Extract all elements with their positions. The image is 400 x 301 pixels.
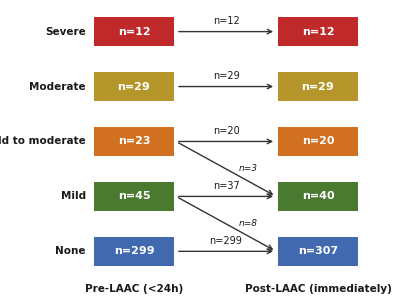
- Text: Mild to moderate: Mild to moderate: [0, 136, 86, 147]
- Text: Moderate: Moderate: [29, 82, 86, 92]
- Text: n=3: n=3: [239, 164, 258, 173]
- Text: n=37: n=37: [213, 181, 239, 191]
- Text: n=29: n=29: [302, 82, 334, 92]
- Text: n=307: n=307: [298, 246, 338, 256]
- FancyBboxPatch shape: [94, 17, 174, 46]
- Text: n=12: n=12: [213, 16, 239, 26]
- Text: Mild: Mild: [61, 191, 86, 201]
- Text: n=45: n=45: [118, 191, 150, 201]
- FancyBboxPatch shape: [94, 72, 174, 101]
- Text: Severe: Severe: [45, 26, 86, 37]
- Text: Post-LAAC (immediately): Post-LAAC (immediately): [244, 284, 392, 294]
- Text: Pre-LAAC (<24h): Pre-LAAC (<24h): [85, 284, 183, 294]
- Text: n=20: n=20: [302, 136, 334, 147]
- Text: n=12: n=12: [118, 26, 150, 37]
- FancyBboxPatch shape: [94, 182, 174, 211]
- FancyBboxPatch shape: [278, 182, 358, 211]
- Text: n=23: n=23: [118, 136, 150, 147]
- FancyBboxPatch shape: [278, 237, 358, 265]
- Text: n=299: n=299: [114, 246, 154, 256]
- Text: n=12: n=12: [302, 26, 334, 37]
- Text: None: None: [56, 246, 86, 256]
- Text: n=20: n=20: [213, 126, 239, 136]
- Text: n=29: n=29: [118, 82, 150, 92]
- FancyBboxPatch shape: [94, 237, 174, 265]
- Text: n=8: n=8: [239, 219, 258, 228]
- FancyBboxPatch shape: [278, 17, 358, 46]
- FancyBboxPatch shape: [94, 127, 174, 156]
- Text: n=29: n=29: [213, 71, 239, 81]
- FancyBboxPatch shape: [278, 127, 358, 156]
- Text: n=40: n=40: [302, 191, 334, 201]
- Text: n=299: n=299: [210, 236, 242, 246]
- FancyBboxPatch shape: [278, 72, 358, 101]
